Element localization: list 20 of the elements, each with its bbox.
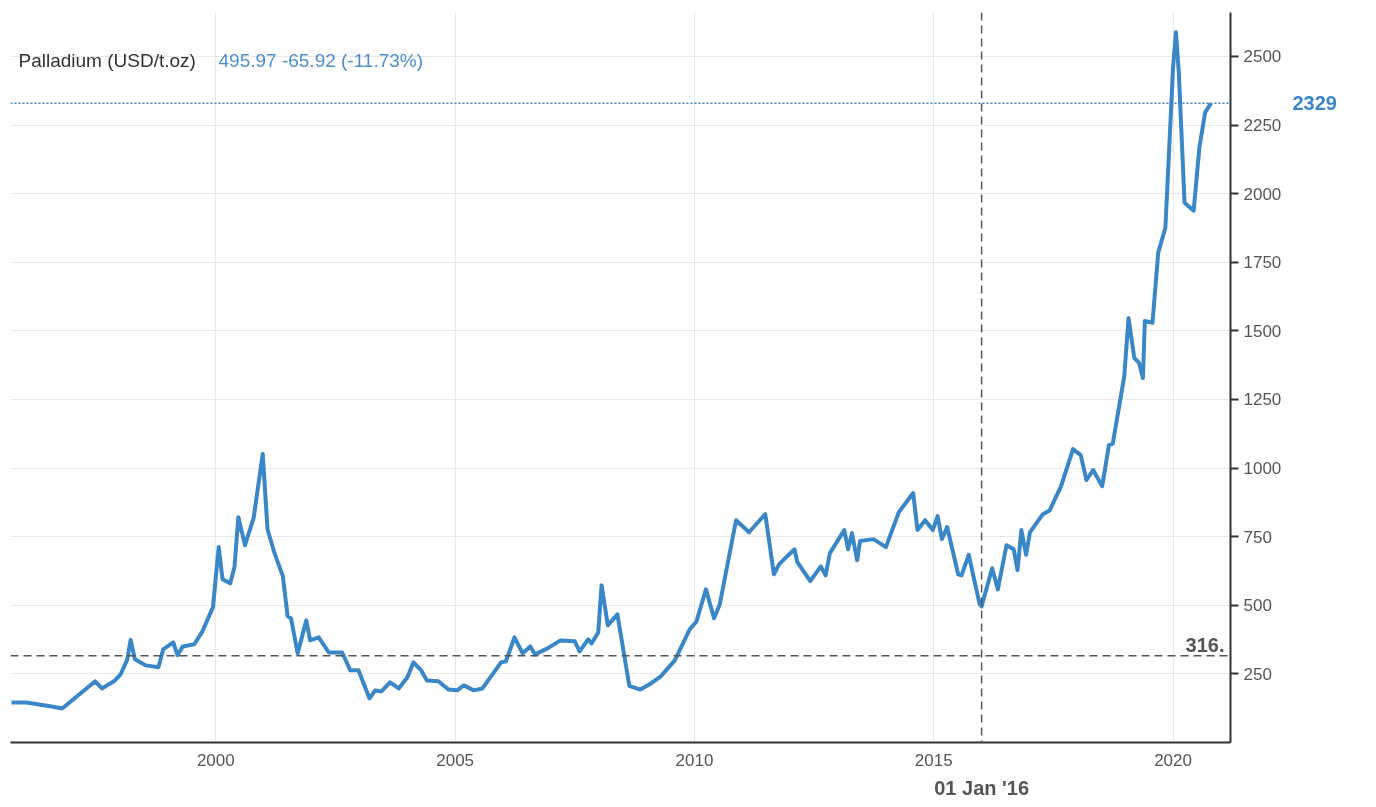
x-tick-label: 2005 bbox=[436, 750, 475, 770]
x-tick-label: 2020 bbox=[1154, 750, 1192, 770]
x-tick-label: 2000 bbox=[196, 750, 235, 770]
y-tick-label: 1500 bbox=[1243, 321, 1282, 341]
ref-line-label: 316. bbox=[1185, 633, 1225, 656]
x-tick-label: 2010 bbox=[675, 750, 714, 770]
y-tick-label: 2250 bbox=[1243, 116, 1282, 136]
y-tick-label: 1750 bbox=[1243, 253, 1282, 273]
y-tick-label: 1000 bbox=[1243, 459, 1282, 479]
x-tick-label: 2015 bbox=[914, 750, 953, 770]
y-tick-label: 2500 bbox=[1243, 47, 1282, 67]
y-tick-label: 2000 bbox=[1243, 184, 1282, 204]
annotation: 495.97 -65.92 (-11.73%) bbox=[218, 50, 424, 71]
y-tick-label: 750 bbox=[1243, 527, 1272, 547]
y-tick-label: 250 bbox=[1243, 664, 1272, 684]
y-tick-label: 500 bbox=[1243, 596, 1272, 616]
ref-line-label: 2329 bbox=[1292, 92, 1337, 115]
y-tick-label: 1250 bbox=[1243, 390, 1282, 410]
ref-line-label: 01 Jan '16 bbox=[934, 776, 1030, 799]
text: Palladium (USD/t.oz) bbox=[18, 50, 196, 71]
